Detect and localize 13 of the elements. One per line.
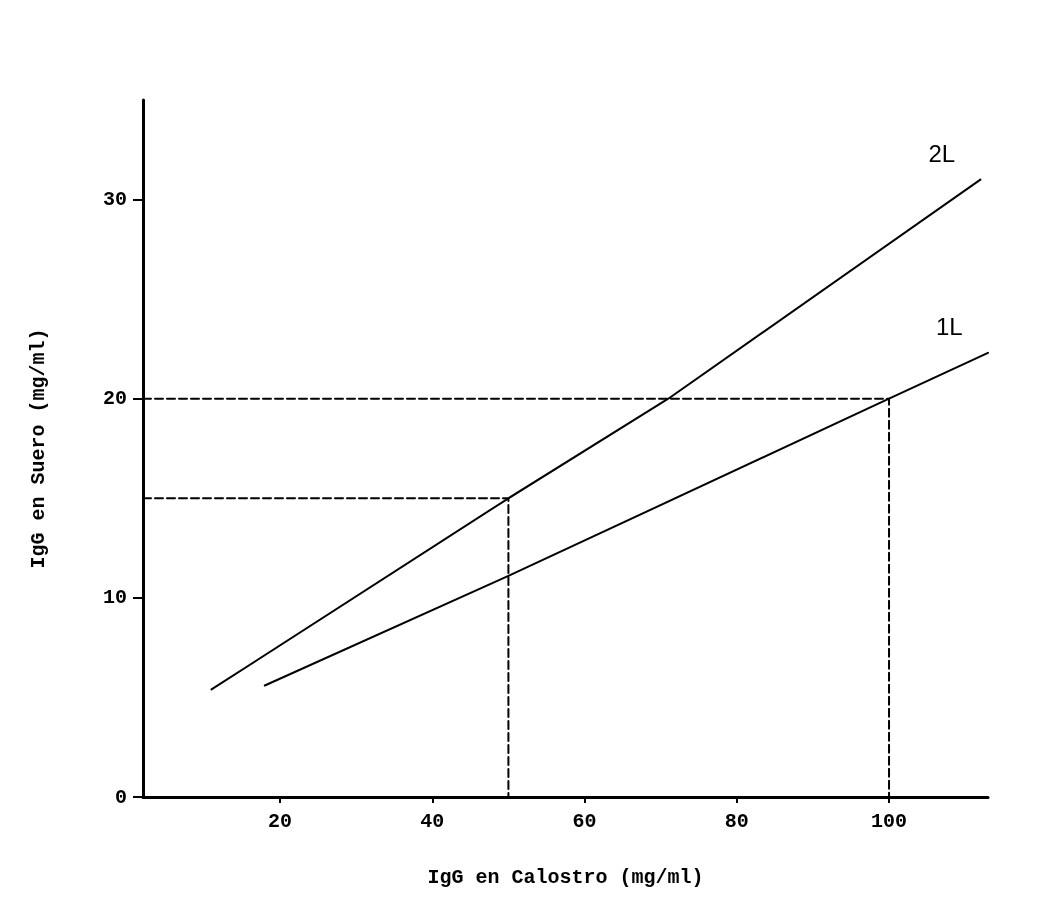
y-axis-title: IgG en Suero (mg/ml) bbox=[26, 328, 50, 569]
series-label: 2L bbox=[928, 140, 956, 168]
x-tick-label: 20 bbox=[268, 809, 293, 833]
y-tick-label: 10 bbox=[102, 586, 127, 610]
series-label: 1L bbox=[936, 313, 963, 341]
x-axis-title: IgG en Calostro (mg/ml) bbox=[427, 865, 704, 889]
y-tick-label: 30 bbox=[102, 188, 127, 212]
x-tick-label: 40 bbox=[420, 809, 445, 833]
x-tick-label: 100 bbox=[871, 809, 908, 833]
x-tick-label: 60 bbox=[572, 809, 597, 833]
y-tick-label: 20 bbox=[102, 387, 127, 411]
y-tick-label: 0 bbox=[114, 785, 127, 809]
x-tick-label: 80 bbox=[724, 809, 749, 833]
